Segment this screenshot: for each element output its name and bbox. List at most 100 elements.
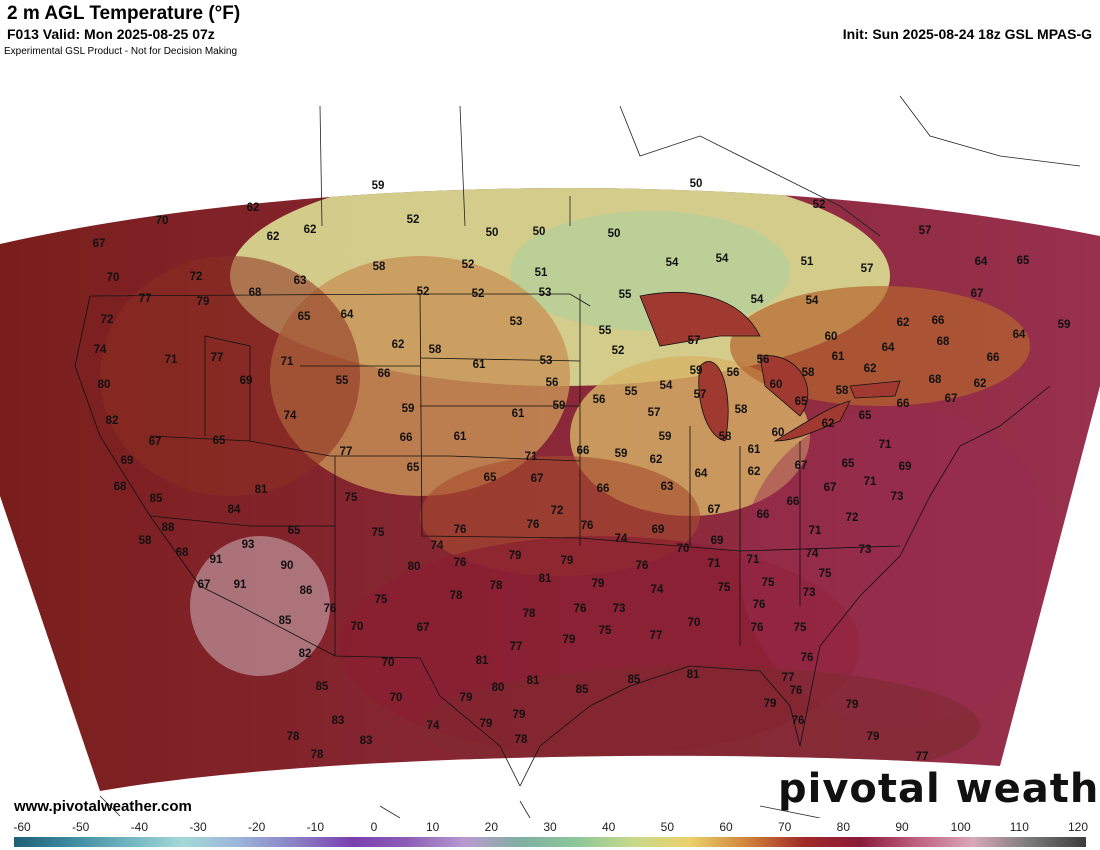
temperature-value: 93 xyxy=(242,539,255,551)
temperature-value: 57 xyxy=(694,389,707,401)
temperature-value: 57 xyxy=(861,263,874,275)
temperature-value: 69 xyxy=(711,535,724,547)
temperature-value: 62 xyxy=(864,363,877,375)
temperature-value: 58 xyxy=(719,431,732,443)
temperature-value: 91 xyxy=(210,554,223,566)
temperature-value: 72 xyxy=(101,314,114,326)
colorbar xyxy=(14,837,1086,847)
temperature-value: 74 xyxy=(284,410,297,422)
temperature-value: 63 xyxy=(661,481,674,493)
temperature-value: 77 xyxy=(139,293,152,305)
temperature-value: 66 xyxy=(787,496,800,508)
temperature-value: 69 xyxy=(899,461,912,473)
website-link[interactable]: www.pivotalweather.com xyxy=(14,798,192,815)
temperature-value: 66 xyxy=(987,352,1000,364)
temperature-value: 55 xyxy=(336,375,349,387)
temperature-value: 62 xyxy=(822,418,835,430)
temperature-value: 80 xyxy=(408,561,421,573)
temperature-value: 76 xyxy=(581,520,594,532)
scale-tick-label: 20 xyxy=(484,820,499,834)
temperature-value: 60 xyxy=(772,427,785,439)
temperature-value: 72 xyxy=(846,512,859,524)
temperature-value: 66 xyxy=(932,315,945,327)
state-borders xyxy=(74,293,1051,787)
temperature-value: 77 xyxy=(916,751,929,763)
temperature-value: 79 xyxy=(197,296,210,308)
temperature-value: 61 xyxy=(473,359,486,371)
temperature-value: 67 xyxy=(708,504,721,516)
temperature-value: 71 xyxy=(747,554,760,566)
temperature-value: 67 xyxy=(149,436,162,448)
temperature-value: 61 xyxy=(454,431,467,443)
temperature-value: 64 xyxy=(341,309,354,321)
temperature-value: 73 xyxy=(613,603,626,615)
temperature-value: 68 xyxy=(249,287,262,299)
scale-tick-label: -40 xyxy=(130,820,148,834)
scale-tick-label: 0 xyxy=(370,820,378,834)
temperature-value: 67 xyxy=(795,460,808,472)
temperature-value: 54 xyxy=(660,380,673,392)
temperature-map[interactable]: 59 50 62 52 70 62 50 50 50 52 57 62 67 58 52 51 54 54 51 57… xyxy=(0,46,1100,819)
temperature-value: 65 xyxy=(288,525,301,537)
temperature-value: 59 xyxy=(553,400,566,412)
temperature-value: 67 xyxy=(531,473,544,485)
temperature-value: 71 xyxy=(281,356,294,368)
temperature-value: 68 xyxy=(937,336,950,348)
temperature-value: 73 xyxy=(891,491,904,503)
temperature-value: 76 xyxy=(636,560,649,572)
scale-tick-label: 70 xyxy=(777,820,792,834)
temperature-value: 81 xyxy=(539,573,552,585)
temperature-value: 50 xyxy=(533,226,546,238)
temperature-value: 69 xyxy=(240,375,253,387)
temperature-value: 50 xyxy=(608,228,621,240)
scale-tick-label: 40 xyxy=(601,820,616,834)
temperature-value: 75 xyxy=(762,577,775,589)
temperature-value: 53 xyxy=(540,355,553,367)
temperature-value: 76 xyxy=(792,715,805,727)
temperature-value: 69 xyxy=(121,455,134,467)
scale-tick-label: -50 xyxy=(71,820,90,834)
temperature-value: 50 xyxy=(486,227,499,239)
temperature-value: 77 xyxy=(510,641,523,653)
temperature-value: 55 xyxy=(599,325,612,337)
temperature-value: 58 xyxy=(139,535,152,547)
temperature-value: 66 xyxy=(378,368,391,380)
temperature-value: 65 xyxy=(407,462,420,474)
map-title: 2 m AGL Temperature (°F) xyxy=(7,3,241,24)
temperature-value: 71 xyxy=(809,525,822,537)
temperature-value: 61 xyxy=(512,408,525,420)
temperature-value: 55 xyxy=(625,386,638,398)
temperature-value: 55 xyxy=(619,289,632,301)
temperature-value: 52 xyxy=(813,199,826,211)
temperature-value: 82 xyxy=(106,415,119,427)
scale-tick-label: 30 xyxy=(543,820,557,834)
temperature-value: 52 xyxy=(417,286,430,298)
temperature-value: 54 xyxy=(666,257,679,269)
temperature-value: 71 xyxy=(165,354,178,366)
temperature-value: 70 xyxy=(351,621,364,633)
temperature-value: 79 xyxy=(592,578,605,590)
temperature-value: 67 xyxy=(93,238,106,250)
temperature-value: 67 xyxy=(824,482,837,494)
temperature-value: 64 xyxy=(882,342,895,354)
temperature-value: 83 xyxy=(360,735,373,747)
temperature-value: 60 xyxy=(770,379,783,391)
temperature-value: 57 xyxy=(688,335,701,347)
temperature-value: 71 xyxy=(708,558,721,570)
valid-time: F013 Valid: Mon 2025-08-25 07z xyxy=(7,26,215,42)
temperature-value: 54 xyxy=(806,295,819,307)
temperature-value: 74 xyxy=(431,540,444,552)
temperature-labels: 59 50 62 52 70 62 50 50 50 52 57 62 67 58 52 51 54 54 51 57… xyxy=(93,178,1071,763)
temperature-value: 66 xyxy=(577,445,590,457)
temperature-value: 62 xyxy=(392,339,405,351)
temperature-value: 80 xyxy=(98,379,111,391)
scale-tick-label: 90 xyxy=(895,820,909,834)
temperature-value: 62 xyxy=(267,231,280,243)
temperature-value: 76 xyxy=(801,652,814,664)
temperature-value: 76 xyxy=(790,685,803,697)
temperature-value: 65 xyxy=(298,311,311,323)
temperature-value: 70 xyxy=(107,272,120,284)
temperature-value: 58 xyxy=(429,344,442,356)
temperature-value: 61 xyxy=(748,444,761,456)
temperature-value: 70 xyxy=(156,215,169,227)
